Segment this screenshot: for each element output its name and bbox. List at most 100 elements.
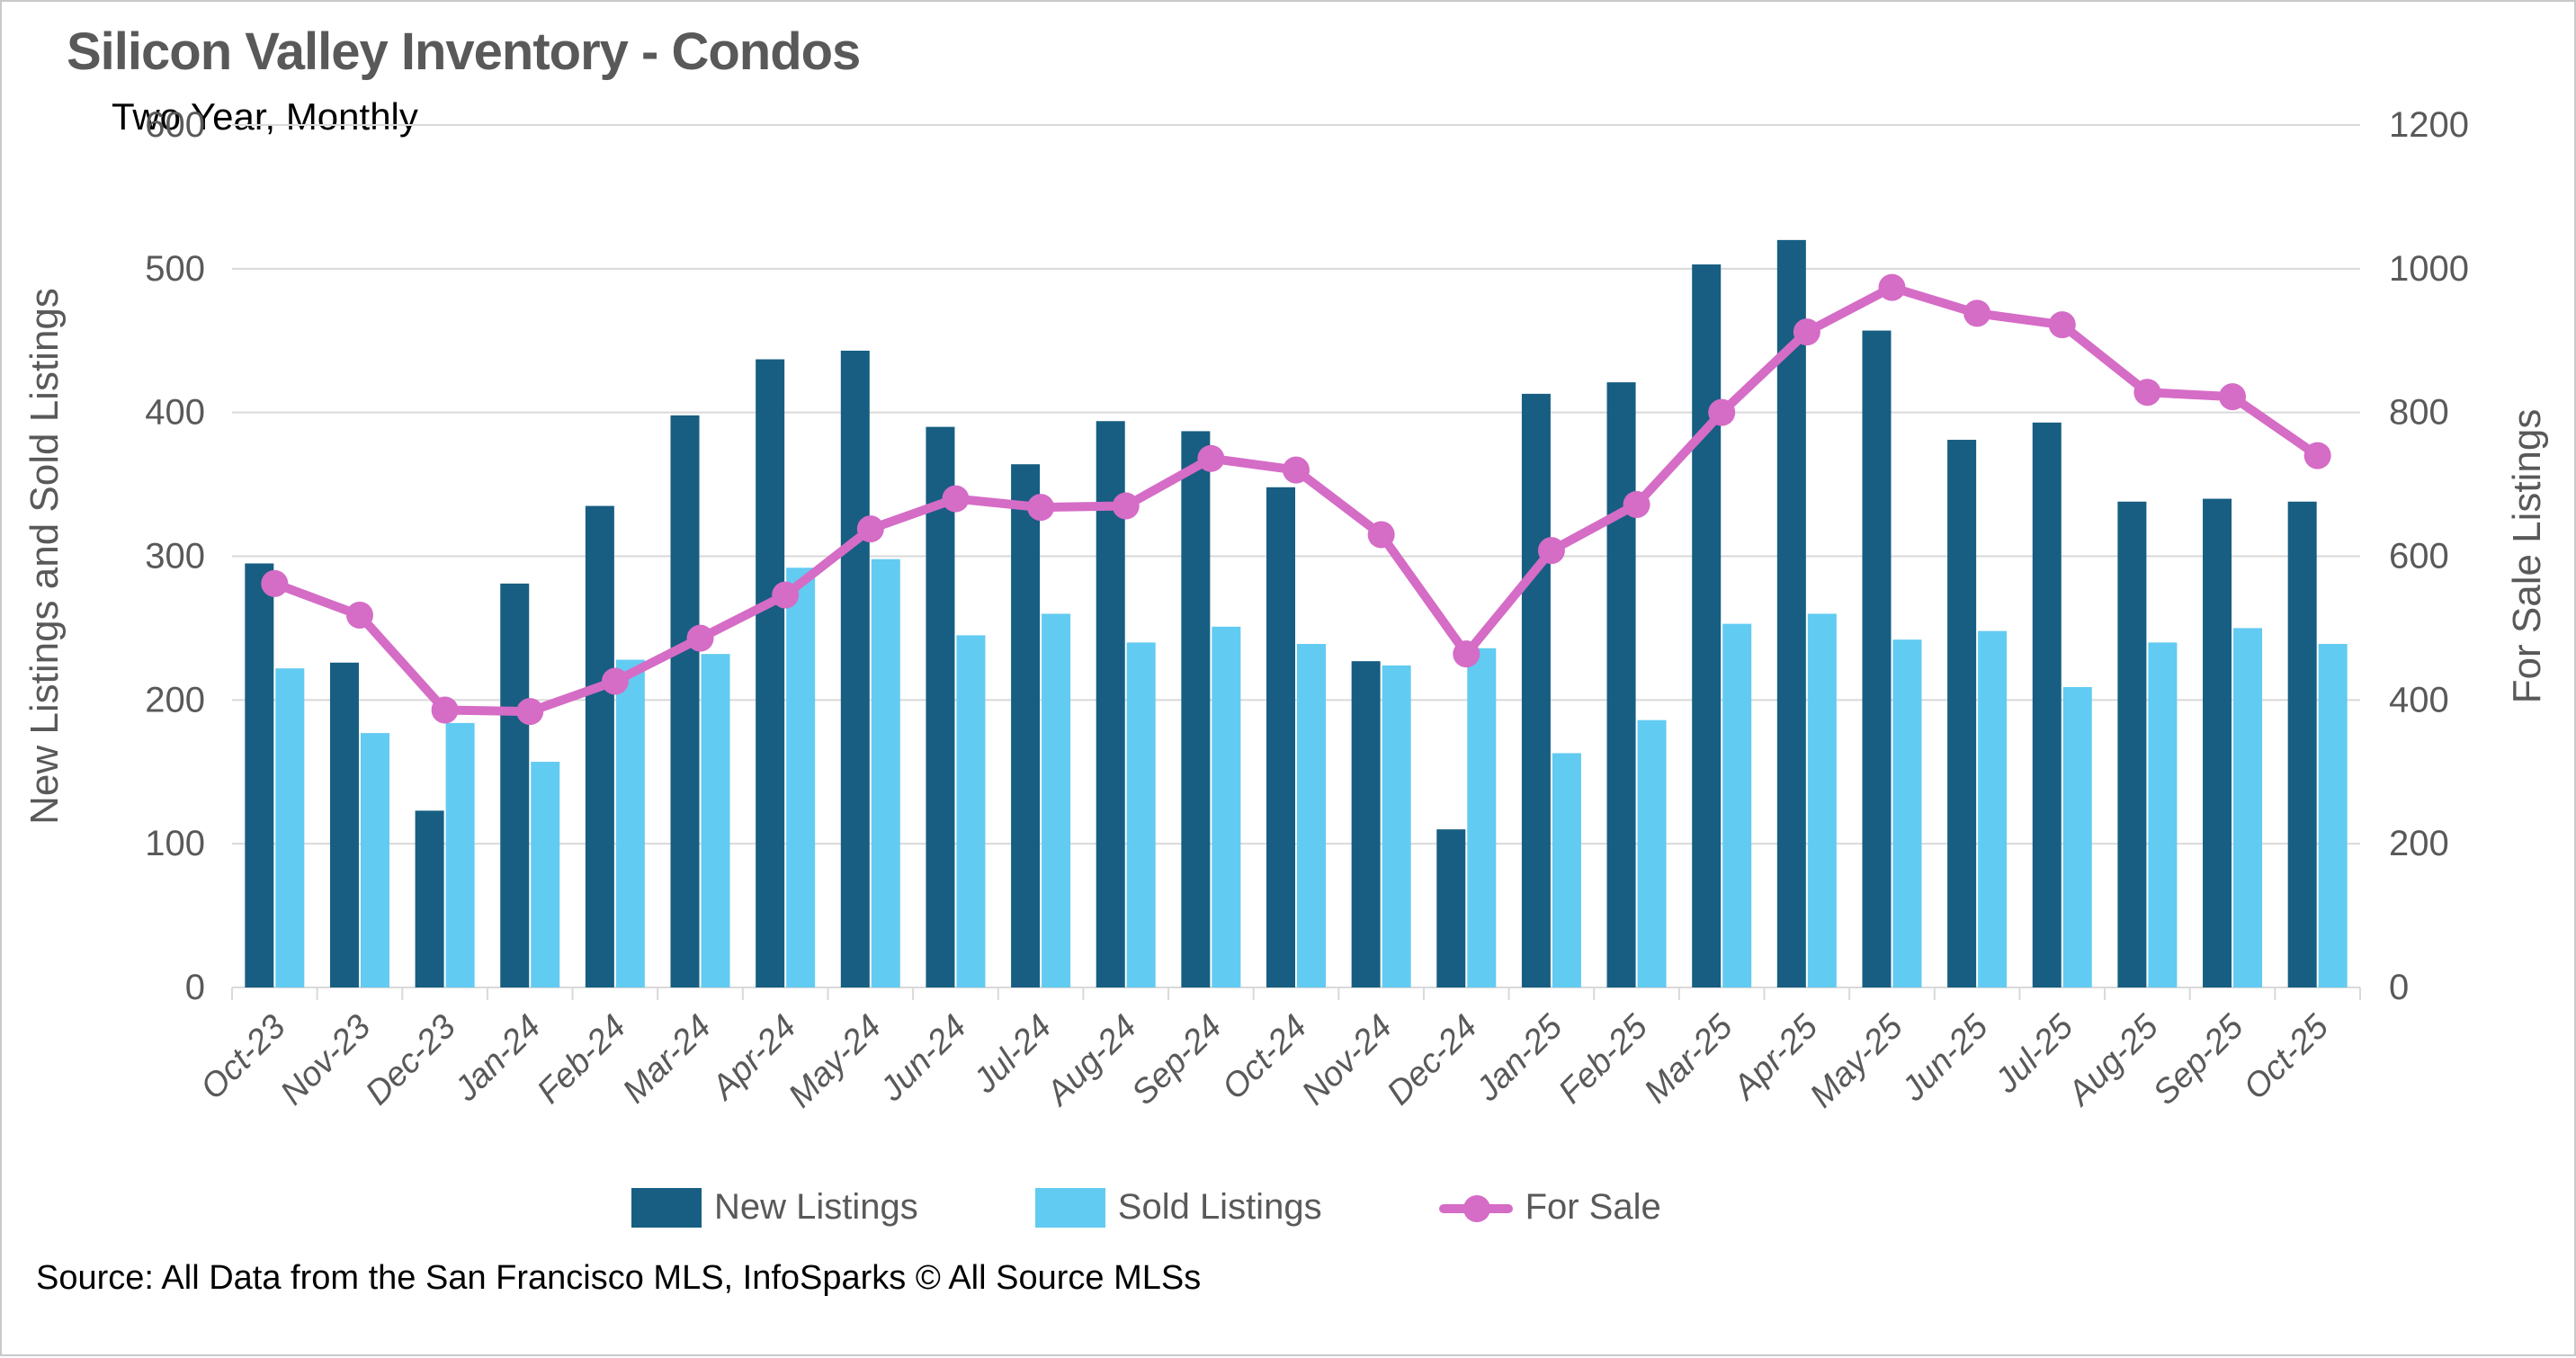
x-axis-label: Feb-25	[1552, 1007, 1655, 1111]
left-axis-tick-label: 400	[145, 393, 205, 433]
chart-title: Silicon Valley Inventory - Condos	[67, 22, 861, 81]
bar-new-listings-Oct-25	[2287, 501, 2317, 987]
x-axis-label-group: Mar-24	[616, 1008, 719, 1111]
x-axis-label: Aug-25	[2060, 1007, 2166, 1113]
bar-new-listings-Sep-24	[1181, 431, 1211, 987]
legend-label-new-listings: New Listings	[714, 1187, 918, 1227]
x-axis-label-group: May-24	[782, 1008, 889, 1115]
for-sale-marker-Feb-25	[1623, 490, 1650, 518]
bar-new-listings-Mar-24	[670, 415, 700, 987]
x-axis-label-group: Jun-24	[872, 1008, 974, 1110]
x-axis-label: May-25	[1803, 1007, 1911, 1115]
for-sale-marker-Sep-25	[2219, 383, 2247, 411]
left-axis-tick-label: 500	[145, 249, 205, 289]
x-axis-label: May-24	[782, 1008, 889, 1115]
bar-sold-listings-May-24	[871, 558, 900, 987]
sold-listings-swatch-icon	[1034, 1187, 1105, 1228]
bar-sold-listings-Oct-25	[2318, 643, 2348, 987]
bar-new-listings-Aug-25	[2117, 501, 2147, 987]
bar-sold-listings-Oct-23	[275, 668, 305, 987]
bar-new-listings-May-25	[1862, 330, 1892, 988]
for-sale-marker-Jun-24	[942, 485, 970, 513]
bar-sold-listings-Feb-25	[1637, 719, 1667, 987]
for-sale-marker-Oct-25	[2303, 442, 2331, 469]
for-sale-marker-Nov-23	[345, 602, 373, 630]
chart-legend: New Listings Sold Listings For Sale	[631, 1187, 1801, 1228]
bar-sold-listings-Jul-24	[1042, 613, 1071, 987]
x-axis-label-group: Oct-24	[1215, 1008, 1314, 1107]
for-sale-marker-Jan-25	[1537, 537, 1565, 565]
x-axis-label: Aug-24	[1038, 1008, 1144, 1114]
x-axis-label-group: Jan-25	[1469, 1007, 1570, 1109]
x-axis-label-group: Oct-25	[2237, 1007, 2337, 1107]
bar-new-listings-Jan-25	[1521, 393, 1551, 988]
x-axis-label: Jan-25	[1469, 1007, 1570, 1109]
x-axis-label: Oct-24	[1215, 1008, 1314, 1107]
x-axis-label-group: Nov-23	[273, 1008, 378, 1112]
right-axis-tick-label: 1000	[2389, 249, 2469, 289]
legend-label-for-sale: For Sale	[1525, 1187, 1661, 1227]
x-axis-label-group: May-25	[1803, 1007, 1911, 1115]
bar-new-listings-Jan-24	[500, 583, 530, 987]
x-axis-label-group: Nov-24	[1295, 1008, 1400, 1112]
bar-new-listings-Apr-24	[756, 359, 785, 987]
x-axis-label: Jun-24	[872, 1008, 974, 1110]
for-sale-marker-Nov-24	[1367, 521, 1395, 549]
x-axis-label-group: Jan-24	[447, 1008, 549, 1110]
x-axis-label: Mar-25	[1637, 1007, 1740, 1111]
bar-new-listings-Feb-24	[585, 505, 614, 987]
right-axis-tick-label: 400	[2389, 680, 2449, 719]
right-axis-tick-label: 200	[2389, 824, 2449, 863]
for-sale-marker-Sep-24	[1197, 444, 1225, 472]
for-sale-marker-Apr-24	[772, 581, 800, 609]
right-axis-tick-label: 0	[2389, 968, 2409, 1007]
for-sale-marker-Feb-24	[601, 667, 629, 695]
legend-item-sold-listings: Sold Listings	[1034, 1187, 1322, 1228]
x-axis-label-group: Aug-24	[1038, 1008, 1144, 1114]
bar-sold-listings-Jun-25	[1978, 630, 2008, 987]
x-axis-label-group: Dec-23	[359, 1008, 463, 1112]
x-axis-label-group: Feb-25	[1552, 1007, 1655, 1111]
x-axis-label-group: Mar-25	[1637, 1007, 1740, 1111]
x-axis-label-group: Jun-25	[1894, 1007, 1996, 1109]
x-axis-label-group: Sep-24	[1124, 1008, 1229, 1112]
for-sale-marker-Jan-24	[516, 698, 544, 726]
for-sale-marker-Apr-25	[1793, 318, 1820, 346]
bar-sold-listings-Jun-24	[956, 635, 986, 987]
bar-sold-listings-Jan-24	[531, 762, 560, 987]
bar-sold-listings-Jul-25	[2062, 686, 2092, 987]
legend-label-sold-listings: Sold Listings	[1117, 1187, 1322, 1227]
bar-sold-listings-Apr-24	[786, 567, 816, 987]
bar-new-listings-Mar-25	[1692, 264, 1722, 987]
x-axis-label: Feb-24	[530, 1008, 633, 1112]
bar-sold-listings-Sep-25	[2233, 628, 2263, 987]
x-axis-label-group: Dec-24	[1380, 1008, 1484, 1112]
left-axis-tick-label: 100	[145, 824, 205, 863]
x-axis-label-group: Sep-25	[2146, 1007, 2251, 1112]
bar-sold-listings-Feb-24	[615, 659, 645, 987]
left-axis-tick-label: 300	[145, 537, 205, 576]
bar-sold-listings-Sep-24	[1212, 626, 1241, 987]
right-axis-title: For Sale Listings	[2505, 409, 2549, 704]
for-sale-marker-Dec-23	[431, 696, 459, 724]
for-sale-marker-Mar-24	[686, 624, 714, 652]
x-axis-label: Nov-24	[1295, 1008, 1400, 1112]
legend-item-for-sale: For Sale	[1438, 1187, 1661, 1228]
bar-sold-listings-Dec-24	[1467, 648, 1497, 987]
right-axis-tick-label: 600	[2389, 537, 2449, 576]
bar-new-listings-Jun-25	[1947, 440, 1977, 987]
for-sale-marker-Aug-25	[2133, 379, 2161, 407]
x-axis-label: Dec-23	[359, 1008, 463, 1112]
bar-new-listings-Apr-25	[1776, 239, 1806, 987]
x-axis-label: Mar-24	[616, 1008, 719, 1111]
bar-new-listings-May-24	[840, 350, 870, 987]
for-sale-marker-Oct-23	[261, 569, 289, 597]
bar-new-listings-Oct-24	[1266, 487, 1295, 987]
chart-subtitle: Two Year, Monthly	[112, 95, 418, 138]
bar-sold-listings-Nov-23	[360, 733, 389, 987]
legend-item-new-listings: New Listings	[631, 1187, 918, 1228]
bar-new-listings-Nov-23	[329, 662, 359, 987]
x-axis-label: Dec-24	[1380, 1008, 1484, 1112]
for-sale-line	[270, 282, 2322, 717]
